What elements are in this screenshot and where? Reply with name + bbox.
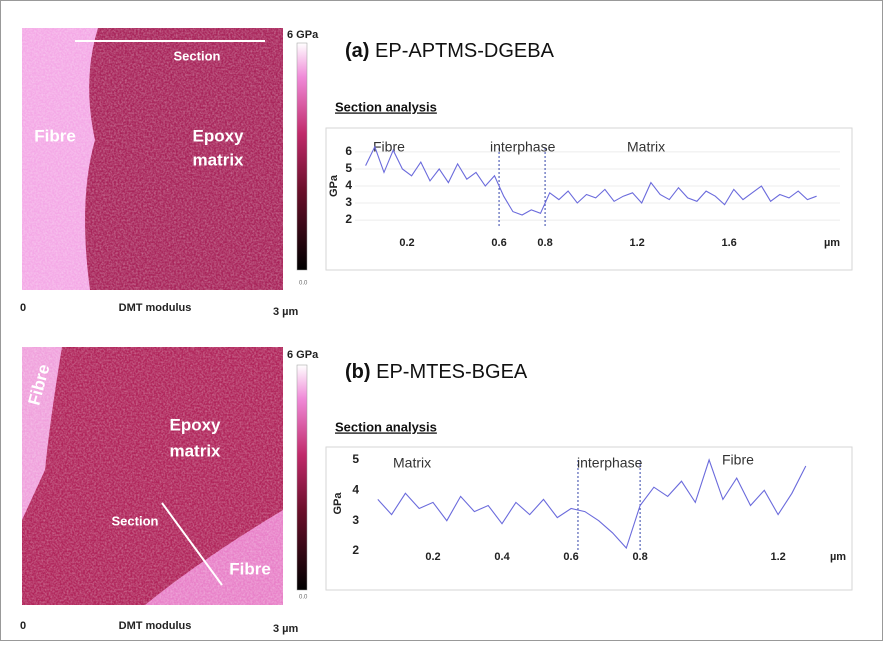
x-tick-label: 0.2 [399, 237, 414, 249]
annotation: Matrix [627, 139, 665, 155]
x-tick-label: 0.6 [563, 551, 578, 563]
caption: DMT modulus [119, 302, 192, 314]
y-tick-label: 2 [352, 543, 359, 557]
x-tick-label: 0.8 [537, 237, 552, 249]
afm-image [22, 28, 283, 290]
x-tick-label: 0.2 [425, 551, 440, 563]
colorbar [296, 364, 308, 591]
y-tick-label: 5 [352, 452, 359, 466]
y-tick-label: 2 [345, 212, 352, 226]
panel-title: (a) EP-APTMS-DGEBA [345, 40, 555, 62]
x-tick-label: 0.4 [494, 551, 510, 563]
scale-max: 6 GPa [287, 349, 319, 361]
x-unit: µm [824, 237, 840, 249]
image-label: Section [174, 48, 221, 63]
panel-name: EP-MTES-BGEA [376, 361, 528, 383]
image-label: matrix [192, 150, 244, 169]
annotation: Fibre [373, 139, 405, 155]
subtitle: Section analysis [335, 99, 437, 114]
y-label: GPa [332, 492, 344, 515]
colorbar [296, 42, 308, 271]
afm-image [22, 347, 283, 605]
scale-max: 6 GPa [287, 29, 319, 41]
x-tick-label: 0.8 [632, 551, 647, 563]
panel-label: (b) [345, 361, 371, 383]
image-label: matrix [169, 441, 221, 460]
panel-name: EP-APTMS-DGEBA [375, 40, 555, 62]
y-label: GPa [328, 174, 340, 197]
caption: DMT modulus [119, 620, 192, 632]
x-tick-label: 1.6 [722, 237, 737, 249]
image-label: Section [112, 513, 159, 528]
x-tick-label: 0.6 [491, 237, 506, 249]
image-label: Epoxy [192, 126, 244, 145]
panel-label: (a) [345, 40, 369, 62]
axis-start: 0 [20, 302, 26, 314]
scale-min: 0.0 [299, 281, 308, 287]
image-label: Fibre [229, 559, 271, 578]
axis-start: 0 [20, 620, 26, 632]
x-unit: µm [830, 551, 846, 563]
y-tick-label: 4 [352, 482, 359, 496]
image-label: Fibre [34, 126, 76, 145]
data-line [365, 145, 817, 216]
annotation: Fibre [722, 452, 754, 468]
x-tick-label: 1.2 [629, 237, 644, 249]
axis-end: 3 µm [273, 623, 299, 635]
annotation: interphase [490, 139, 556, 155]
x-tick-label: 1.2 [770, 551, 785, 563]
axis-end: 3 µm [273, 306, 299, 318]
y-tick-label: 6 [345, 144, 352, 158]
subtitle: Section analysis [335, 419, 437, 434]
y-tick-label: 3 [352, 513, 359, 527]
annotation: Matrix [393, 455, 431, 471]
panel-title: (b) EP-MTES-BGEA [345, 361, 528, 383]
y-tick-label: 3 [345, 195, 352, 209]
scale-min: 0.0 [299, 595, 308, 601]
data-line [377, 458, 807, 550]
annotation: interphase [577, 455, 643, 471]
image-label: Epoxy [169, 415, 221, 434]
y-tick-label: 5 [345, 161, 352, 175]
chart-box [325, 446, 853, 591]
y-tick-label: 4 [345, 178, 352, 192]
